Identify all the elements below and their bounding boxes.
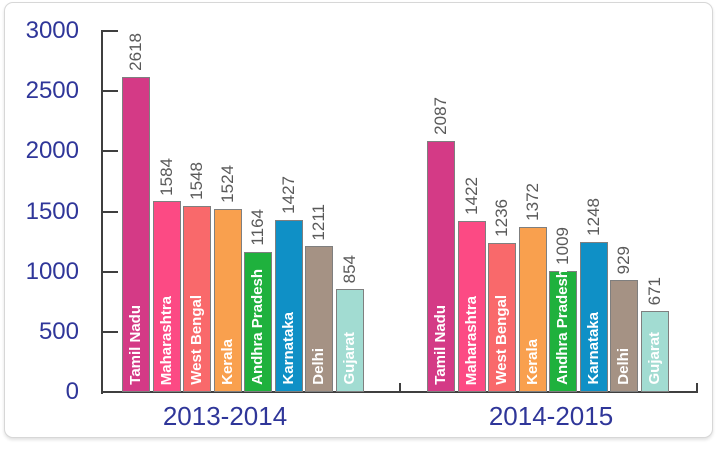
x-axis-group-label: 2013-2014 <box>162 401 288 431</box>
bar-category-label: Andhra Pradesh <box>554 269 571 385</box>
y-tick-mark <box>101 150 118 153</box>
bar-value-label: 1524 <box>217 164 237 203</box>
bar-category-label: Maharashtra <box>157 295 175 385</box>
bar-category-label: Karnataka <box>584 312 602 385</box>
y-tick-mark <box>101 270 118 273</box>
bar-andhra-pradesh-2014-2015 <box>549 270 577 392</box>
y-tick-mark <box>101 330 118 333</box>
bar-delhi-2014-2015 <box>610 280 638 392</box>
bar-karnataka-2013-2014 <box>274 220 303 392</box>
y-axis-tick-label: 0 <box>65 378 79 405</box>
bar-value-label: 671 <box>644 276 664 306</box>
bar-value-label: 1584 <box>156 157 176 196</box>
bar-value-label: 1427 <box>278 176 298 215</box>
bar-tamil-nadu-2014-2015 <box>427 140 455 392</box>
x-axis-line <box>101 391 698 393</box>
bar-west-bengal-2014-2015 <box>488 243 516 392</box>
bar-andhra-pradesh-2013-2014 <box>244 251 272 392</box>
y-axis-tick-label: 500 <box>38 317 79 345</box>
bar-gujarat-2013-2014 <box>335 289 364 392</box>
bar-maharashtra-2014-2015 <box>457 220 486 392</box>
x-axis-group-label: 2014-2015 <box>488 401 614 431</box>
bar-value-label: 1211 <box>309 203 328 241</box>
y-axis-tick-label: 3000 <box>25 17 79 44</box>
bar-value-label: 854 <box>339 254 359 284</box>
y-tick-mark <box>101 30 118 32</box>
bar-category-label: Tamil Nadu <box>127 305 144 385</box>
bar-value-label: 1236 <box>492 199 511 238</box>
y-axis-line <box>101 31 103 394</box>
bar-kerala-2014-2015 <box>518 226 547 392</box>
y-tick-mark <box>101 210 118 213</box>
bar-category-label: Kerala <box>218 339 236 385</box>
x-tick-mark <box>399 383 401 392</box>
bar-category-label: Delhi <box>310 348 327 385</box>
x-tick-mark <box>696 383 698 392</box>
bar-category-label: West Bengal <box>493 295 510 385</box>
bar-value-label: 1164 <box>248 209 267 246</box>
bar-maharashtra-2013-2014 <box>152 201 181 392</box>
bar-value-label: 1009 <box>553 226 572 265</box>
bar-value-label: 1372 <box>522 183 542 221</box>
bar-value-label: 1422 <box>461 177 481 215</box>
bar-value-label: 2087 <box>431 97 450 135</box>
y-tick-mark <box>101 391 118 393</box>
bar-value-label: 929 <box>614 245 633 275</box>
y-axis-tick-label: 2000 <box>25 137 79 165</box>
y-axis-tick-label: 1500 <box>25 197 79 225</box>
bar-value-label: 1548 <box>187 161 206 200</box>
bar-category-label: Gujarat <box>340 332 358 385</box>
y-tick-mark <box>101 90 118 93</box>
bar-value-label: 2618 <box>126 33 145 71</box>
bar-gujarat-2014-2015 <box>640 311 669 392</box>
bar-value-label: 1248 <box>583 198 603 236</box>
y-axis-tick-label: 2500 <box>25 77 79 105</box>
bar-category-label: Maharashtra <box>462 295 480 385</box>
bar-category-label: Andhra Pradesh <box>249 269 266 385</box>
bar-tamil-nadu-2013-2014 <box>122 76 150 392</box>
bar-kerala-2013-2014 <box>213 208 242 392</box>
bar-category-label: West Bengal <box>188 295 205 385</box>
bar-category-label: Delhi <box>615 348 632 385</box>
bar-category-label: Tamil Nadu <box>432 305 449 385</box>
bar-delhi-2013-2014 <box>305 246 333 392</box>
bar-west-bengal-2013-2014 <box>183 205 211 392</box>
bar-category-label: Gujarat <box>645 332 663 385</box>
bar-karnataka-2014-2015 <box>579 241 608 392</box>
bar-category-label: Kerala <box>523 339 541 385</box>
y-axis-tick-label: 1000 <box>25 257 79 285</box>
bar-category-label: Karnataka <box>279 312 297 385</box>
